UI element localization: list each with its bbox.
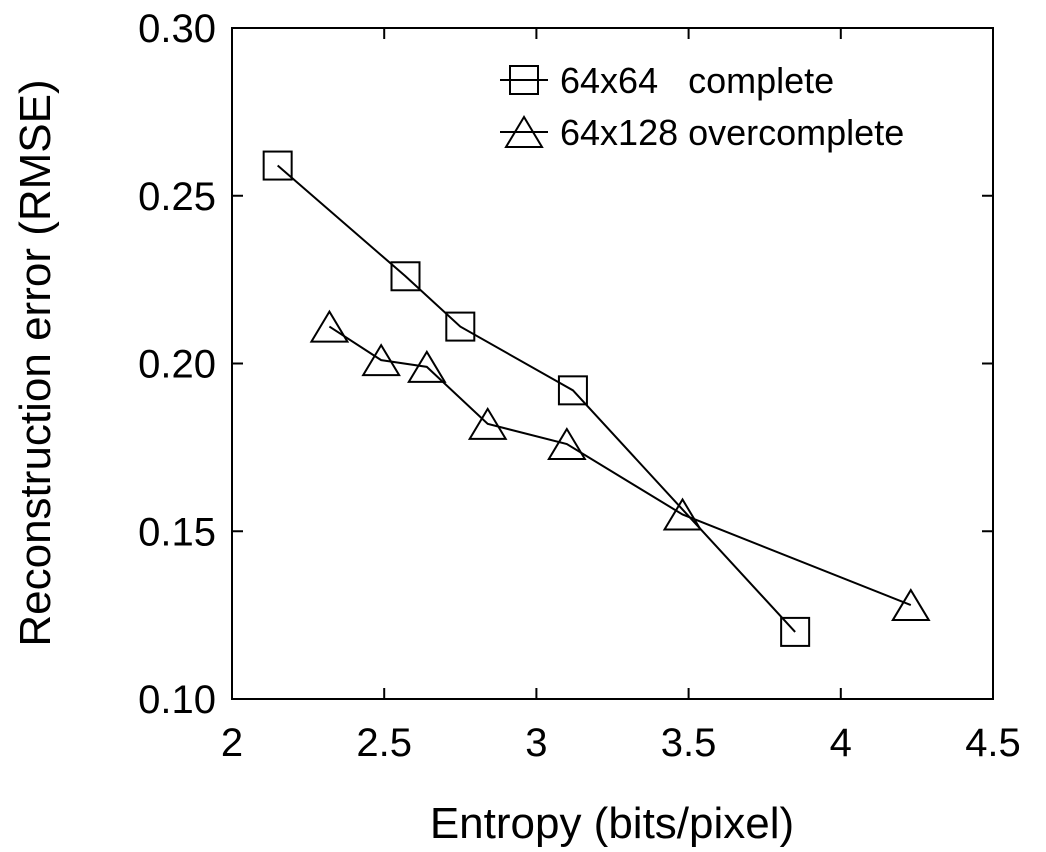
square-marker xyxy=(780,616,811,647)
x-tick-label: 3 xyxy=(525,721,547,765)
x-tick-label: 3.5 xyxy=(661,721,717,765)
x-tick-label: 4 xyxy=(830,721,852,765)
x-tick-label: 4.5 xyxy=(965,721,1021,765)
triangle-marker xyxy=(309,309,350,343)
legend: 64x64 complete 64x128 overcomplete xyxy=(500,60,904,153)
x-tick-label: 2 xyxy=(221,721,243,765)
triangle-marker xyxy=(361,343,401,377)
legend-square-marker xyxy=(509,65,539,95)
square-marker xyxy=(557,375,588,406)
series-line xyxy=(277,164,796,633)
y-tick-label: 0.25 xyxy=(138,175,216,219)
x-tick-label: 2.5 xyxy=(356,721,412,765)
series-square xyxy=(262,150,811,647)
y-tick-label: 0.15 xyxy=(138,510,216,554)
y-tick-label: 0.30 xyxy=(138,7,216,51)
square-marker xyxy=(262,150,293,181)
x-axis-title: Entropy (bits/pixel) xyxy=(430,799,794,848)
y-axis-title: Reconstruction error (RMSE) xyxy=(11,79,60,646)
ticks-layer: 2 2.5 3 3.5 4 4.5 0.10 0.15 0.20 0.25 0.30 xyxy=(138,7,1021,765)
triangle-marker xyxy=(662,497,703,531)
y-tick-label: 0.20 xyxy=(138,343,216,387)
triangle-marker xyxy=(407,349,447,383)
legend-triangle-marker xyxy=(504,115,544,148)
series-line xyxy=(328,325,912,606)
series-layer xyxy=(262,150,931,647)
square-marker xyxy=(390,261,421,292)
square-marker xyxy=(445,311,476,342)
legend-label: 64x64 complete xyxy=(560,60,834,101)
triangle-marker xyxy=(467,406,508,440)
series-triangle xyxy=(309,309,931,622)
triangle-marker xyxy=(547,427,587,461)
triangle-marker xyxy=(891,588,931,622)
y-tick-label: 0.10 xyxy=(138,678,216,722)
legend-label: 64x128 overcomplete xyxy=(560,112,904,153)
plot-frame xyxy=(231,27,994,700)
